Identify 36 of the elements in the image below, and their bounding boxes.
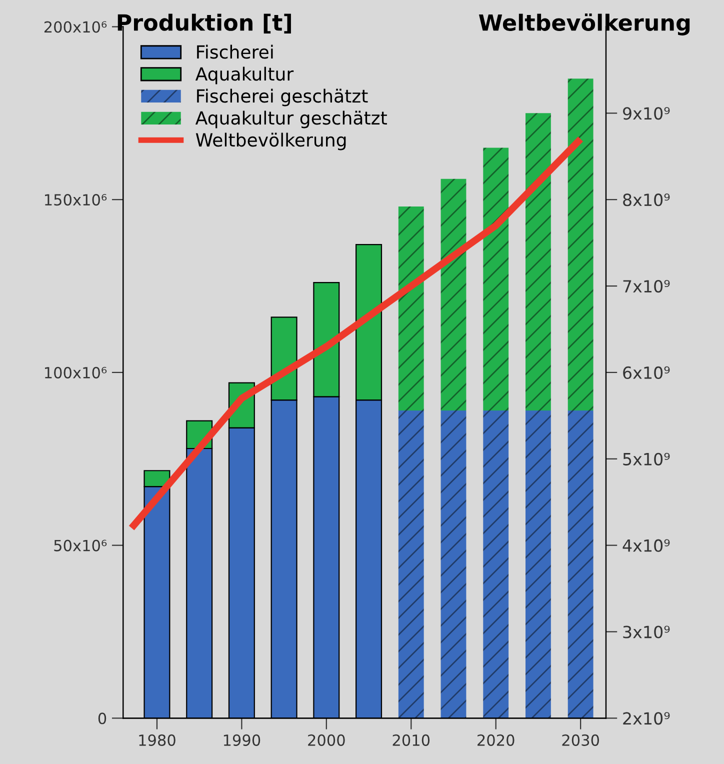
legend-label: Aquakultur geschätzt bbox=[195, 110, 387, 128]
y2-tick-label: 5x10⁹ bbox=[623, 452, 670, 466]
bar bbox=[483, 410, 509, 718]
bar bbox=[568, 78, 594, 410]
x-tick-label: 2010 bbox=[392, 734, 430, 746]
y-tick-label: 0 bbox=[98, 712, 106, 724]
x-tick-label: 2000 bbox=[308, 734, 345, 746]
x-tick-label: 2030 bbox=[562, 734, 599, 746]
y2-tick-label: 4x10⁹ bbox=[622, 539, 670, 552]
bar bbox=[526, 410, 551, 718]
y-tick-label: 200x10⁶ bbox=[44, 21, 107, 33]
legend-label: Fischerei geschätzt bbox=[197, 88, 368, 106]
y2-tick-label: 2x10⁹ bbox=[623, 712, 670, 725]
y2-axis-title: Weltbevölkerung bbox=[478, 13, 690, 36]
x-tick-label: 1990 bbox=[224, 734, 260, 746]
bar bbox=[440, 410, 466, 718]
bar bbox=[483, 148, 509, 410]
legend-label: Weltbevölkerung bbox=[196, 132, 346, 150]
y-tick-label: 50x10⁶ bbox=[54, 540, 107, 552]
bar bbox=[526, 113, 551, 410]
y2-tick-label: 7x10⁹ bbox=[623, 280, 670, 293]
x-tick-label: 1980 bbox=[139, 734, 176, 746]
y2-tick-label: 3x10⁹ bbox=[623, 626, 670, 638]
bar bbox=[398, 410, 424, 718]
y-tick-label: 150x10⁶ bbox=[45, 194, 107, 206]
bar bbox=[398, 206, 424, 410]
y-tick-label: 100x10⁶ bbox=[45, 366, 107, 378]
y2-tick-label: 6x10⁹ bbox=[623, 366, 670, 380]
y-axis-title: Produktion [t] bbox=[118, 14, 291, 34]
legend-label: Fischerei bbox=[197, 44, 273, 59]
bar bbox=[440, 178, 466, 410]
bar bbox=[568, 410, 594, 718]
y2-tick-label: 8x10⁹ bbox=[623, 194, 670, 206]
legend-label: Aquakultur bbox=[195, 66, 294, 84]
y2-tick-label: 9x10⁹ bbox=[623, 107, 670, 120]
x-tick-label: 2020 bbox=[478, 734, 514, 746]
